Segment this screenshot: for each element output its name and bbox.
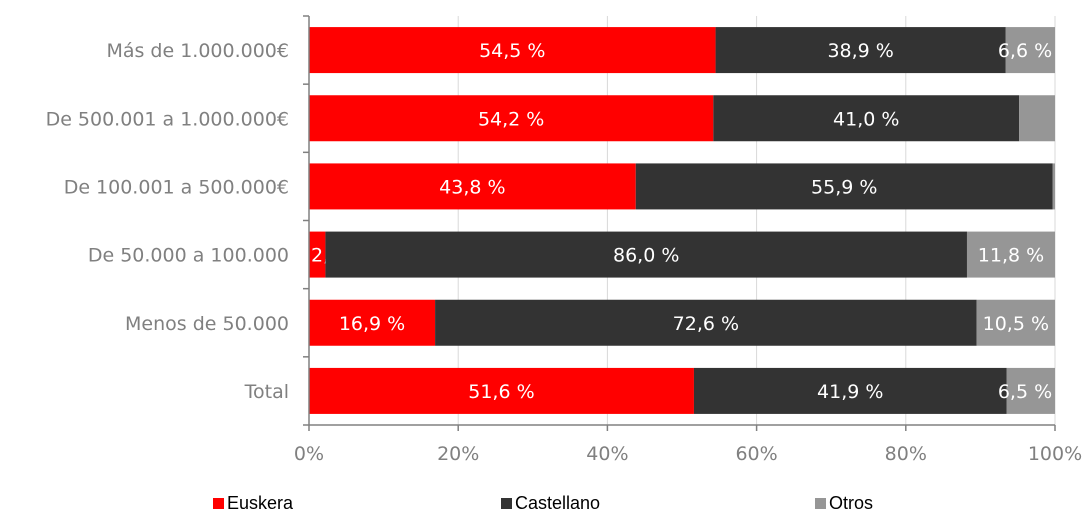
bar-otros-5 [1006,367,1055,414]
legend-swatch-otros [815,498,826,509]
data-label-euskera-2: 43,8 % [439,176,505,198]
legend-swatch-euskera [213,498,224,509]
legend-label-castellano: Castellano [515,493,600,513]
bar-castellano-2 [635,163,1053,210]
bar-castellano-1 [713,95,1020,142]
x-tick-label-2: 40% [586,443,628,465]
data-label-otros-5: 6,5 % [998,381,1052,403]
bar-euskera-2 [309,163,636,210]
x-tick-label-3: 60% [735,443,777,465]
legend-label-otros: Otros [829,493,873,513]
bar-euskera-5 [309,367,694,414]
data-label-otros-4: 10,5 % [983,313,1049,335]
category-label-4: Menos de 50.000 [125,313,289,335]
bar-castellano-0 [715,27,1006,74]
bar-euskera-1 [309,95,714,142]
bar-otros-3 [966,231,1055,278]
data-label-otros-3: 11,8 % [978,245,1044,267]
data-label-euskera-5: 51,6 % [468,381,534,403]
data-label-euskera-4: 16,9 % [339,313,405,335]
bar-otros-0 [1005,27,1055,74]
bar-castellano-4 [435,299,977,346]
bar-otros-1 [1019,95,1055,142]
category-label-2: De 100.001 a 500.000€ [64,176,289,198]
legend-swatch-castellano [501,498,512,509]
data-label-castellano-2: 55,9 % [811,176,877,198]
data-label-otros-0: 6,6 % [998,40,1052,62]
bar-castellano-5 [693,367,1007,414]
x-tick-label-5: 100% [1028,443,1082,465]
data-label-castellano-5: 41,9 % [817,381,883,403]
bar-euskera-0 [309,27,716,74]
x-tick-label-1: 20% [437,443,479,465]
bar-otros-2 [1052,163,1055,210]
x-tick-label-0: 0% [294,443,324,465]
data-label-castellano-0: 38,9 % [827,40,893,62]
bar-euskera-3 [309,231,326,278]
category-label-5: Total [244,381,289,403]
bar-otros-4 [976,299,1055,346]
bar-castellano-3 [325,231,967,278]
data-label-euskera-1: 54,2 % [478,108,544,130]
x-tick-label-4: 80% [885,443,927,465]
bar-euskera-4 [309,299,436,346]
data-label-castellano-3: 86,0 % [613,245,679,267]
category-label-0: Más de 1.000.000€ [106,40,289,62]
legend-label-euskera: Euskera [227,493,294,513]
category-label-3: De 50.000 a 100.000 [88,245,289,267]
data-label-castellano-1: 41,0 % [833,108,899,130]
data-label-euskera-0: 54,5 % [479,40,545,62]
data-label-castellano-4: 72,6 % [673,313,739,335]
category-label-1: De 500.001 a 1.000.000€ [46,108,289,130]
